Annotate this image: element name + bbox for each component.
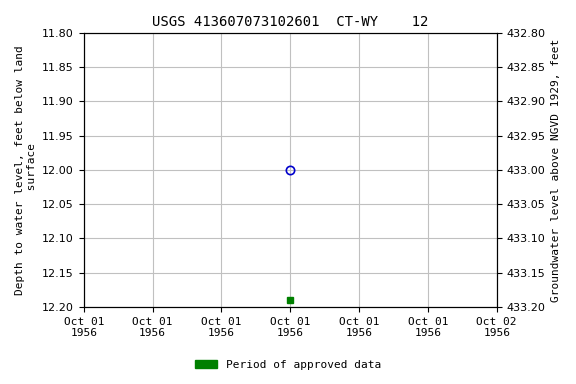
Y-axis label: Depth to water level, feet below land
 surface: Depth to water level, feet below land su… [15, 45, 37, 295]
Y-axis label: Groundwater level above NGVD 1929, feet: Groundwater level above NGVD 1929, feet [551, 38, 561, 301]
Legend: Period of approved data: Period of approved data [191, 356, 385, 375]
Title: USGS 413607073102601  CT-WY    12: USGS 413607073102601 CT-WY 12 [152, 15, 429, 29]
